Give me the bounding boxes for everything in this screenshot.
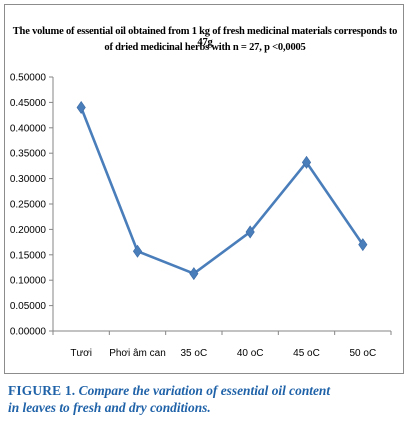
y-tick-label: 0.05000: [10, 301, 47, 312]
caption-label: FIGURE 1.: [8, 383, 76, 398]
y-tick-label: 0.25000: [10, 200, 47, 211]
x-tick-label: Phơi âm can: [109, 348, 166, 359]
y-tick-label: 0.50000: [10, 73, 47, 84]
y-tick-label: 0.15000: [10, 250, 47, 261]
x-tick-label: 40 oC: [237, 348, 264, 359]
chart-title-line-1: The volume of essential oil obtained fro…: [12, 26, 398, 48]
x-tick-label: 50 oC: [349, 348, 376, 359]
data-point-marker: [245, 225, 255, 239]
caption-text-line-1: Compare the variation of essential oil c…: [78, 383, 331, 398]
y-tick-label: 0.00000: [10, 327, 47, 338]
caption-text-line-2: in leaves to fresh and dry conditions.: [8, 400, 211, 415]
data-point-marker: [301, 155, 312, 169]
x-tick-label: 45 oC: [293, 348, 320, 359]
line-chart: 0.00000 0.05000 0.10000 0.15000 0.20000 0.250…: [10, 73, 392, 359]
y-tick-label: 0.40000: [10, 123, 47, 134]
chart-frame: The volume of essential oil obtained fro…: [4, 4, 404, 374]
y-tick-label: 0.30000: [10, 174, 47, 185]
data-point-marker: [189, 267, 199, 281]
data-point-marker: [358, 238, 368, 252]
y-tick-label: 0.35000: [10, 149, 47, 160]
chart-title-line-2: of dried medicinal herbs with n = 27, p …: [104, 42, 306, 53]
data-point-marker: [132, 244, 143, 258]
data-point-marker: [76, 100, 86, 115]
y-tick-label: 0.20000: [10, 225, 47, 236]
y-tick-label: 0.45000: [10, 98, 47, 109]
x-tick-label: 35 oC: [180, 348, 207, 359]
y-tick-label: 0.10000: [10, 276, 47, 287]
figure-caption: FIGURE 1. Compare the variation of essen…: [8, 382, 403, 416]
series-line: [79, 107, 364, 275]
x-tick-label: Tươi: [70, 348, 92, 359]
